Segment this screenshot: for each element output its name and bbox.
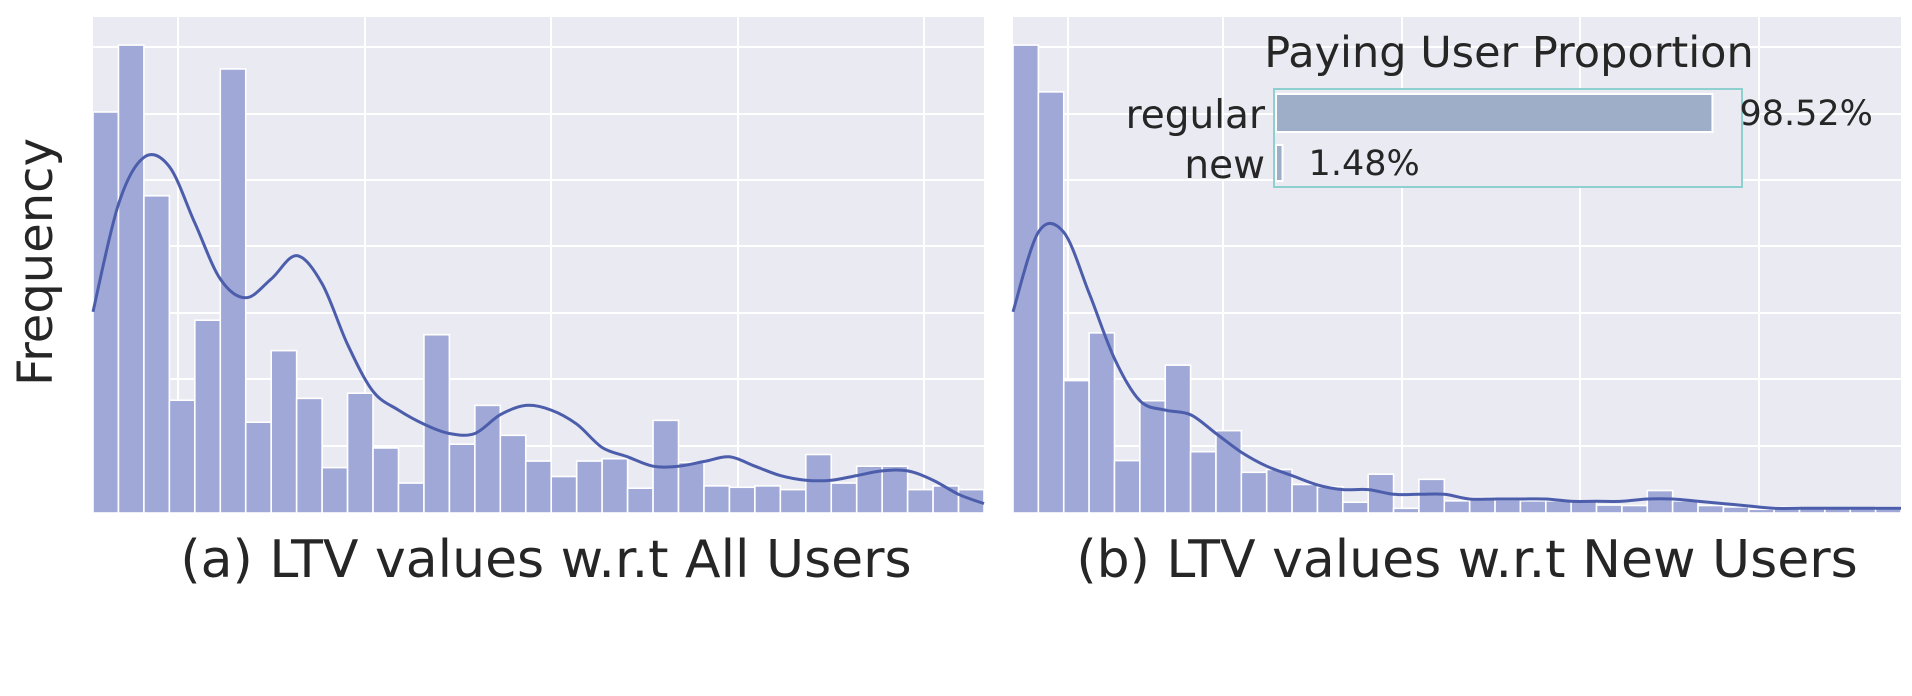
inset-category-new: new (1184, 143, 1265, 188)
panel-a-histogram-bar (830, 482, 858, 514)
panel-a-histogram-bar (601, 457, 629, 514)
panel-a-histogram-bar (194, 319, 222, 514)
panel-b-histogram-bar (1291, 483, 1319, 514)
panel-a-histogram-bar (270, 349, 298, 514)
panel-b-histogram-bar (1164, 364, 1192, 514)
panel-b-histogram-bar (1012, 44, 1040, 514)
panel-a-histogram-bar (397, 482, 425, 514)
panel-a-histogram-bar (448, 443, 476, 514)
y-axis-label: Frequency (8, 138, 64, 386)
panel-a-bars (92, 44, 985, 514)
inset-chart: Paying User Proportion regular new 98.52… (1126, 28, 1873, 188)
panel-b-histogram-bar (1697, 504, 1725, 514)
panel-a-histogram-bar (804, 453, 833, 514)
panel-a-histogram-bar (677, 461, 705, 514)
panel-b-histogram-bar (1037, 91, 1065, 514)
panel-b-histogram-bar (1316, 485, 1344, 514)
panel-b-histogram-bar (1139, 399, 1167, 514)
panel-a-histogram-bar (524, 460, 553, 514)
panel-a-histogram-bar (321, 466, 349, 514)
panel-a-histogram-bar (779, 488, 807, 514)
inset-category-regular: regular (1126, 93, 1266, 138)
panel-a-histogram-bar (575, 460, 603, 514)
panel-a-histogram-bar (346, 392, 374, 514)
panel-b-histogram-bar (1418, 478, 1446, 514)
panel-a: (a) LTV values w.r.t All Users (91, 17, 985, 590)
panel-b-histogram-bar (1671, 500, 1699, 514)
panel-b-histogram-bar (1646, 489, 1674, 514)
panel-a-histogram-bar (168, 399, 196, 514)
panel-a-kde-line (91, 153, 985, 506)
panel-b-kde-line (1011, 221, 1901, 510)
inset-bar-new (1275, 144, 1284, 182)
panel-a-histogram-bar (372, 447, 400, 514)
inset-bar-regular (1275, 93, 1714, 133)
panel-b-histogram-bar (1545, 500, 1572, 514)
panel-b-bars (1012, 44, 1902, 514)
panel-a-histogram-bar (117, 44, 145, 514)
inset-value-regular: 98.52% (1739, 94, 1872, 134)
panel-a-histogram-bar (932, 485, 960, 514)
panel-b-histogram-bar (1747, 508, 1775, 514)
panel-a-histogram-bar (295, 397, 323, 514)
panel-a-histogram-bar (423, 333, 451, 514)
panel-a-histogram-bar (474, 404, 502, 514)
panel-a-histogram-bar (881, 465, 909, 514)
panel-b-histogram-bar (1494, 499, 1522, 514)
panel-b-histogram-bar (1265, 468, 1293, 514)
panel-a-caption: (a) LTV values w.r.t All Users (180, 530, 911, 590)
panel-a-histogram-bar (728, 486, 756, 514)
panel-b-histogram-bar (1621, 504, 1649, 514)
panel-a-histogram-bar (626, 487, 654, 514)
panel-a-histogram-bar (219, 68, 247, 514)
panel-b: (b) LTV values w.r.t New Users Paying Us… (1011, 17, 1902, 590)
panel-a-histogram-bar (143, 194, 171, 514)
panel-b-histogram-bar (1722, 506, 1750, 514)
panel-b-histogram-bar (1443, 500, 1471, 514)
panel-a-histogram-bar (499, 434, 527, 514)
panel-a-histogram-bar (92, 111, 120, 514)
panel-a-histogram-bar (244, 421, 273, 514)
panel-b-histogram-bar (1519, 500, 1547, 514)
panel-b-histogram-bar (1595, 504, 1623, 514)
panel-b-histogram-bar (1189, 450, 1217, 514)
panel-b-caption: (b) LTV values w.r.t New Users (1076, 530, 1857, 590)
panel-a-histogram-bar (754, 485, 782, 514)
panel-b-histogram-bar (1240, 471, 1268, 514)
panel-b-histogram-bar (1113, 459, 1141, 514)
panel-a-histogram-bar (906, 488, 934, 514)
panel-b-histogram-bar (1062, 379, 1090, 514)
panel-b-histogram-bar (1088, 332, 1116, 514)
panel-b-histogram-bar (1342, 501, 1370, 514)
panel-b-histogram-bar (1392, 507, 1420, 514)
panel-a-histogram-bar (550, 475, 578, 514)
panel-a-histogram-bar (703, 485, 731, 514)
inset-title: Paying User Proportion (1264, 28, 1754, 78)
inset-value-new: 1.48% (1309, 144, 1420, 184)
